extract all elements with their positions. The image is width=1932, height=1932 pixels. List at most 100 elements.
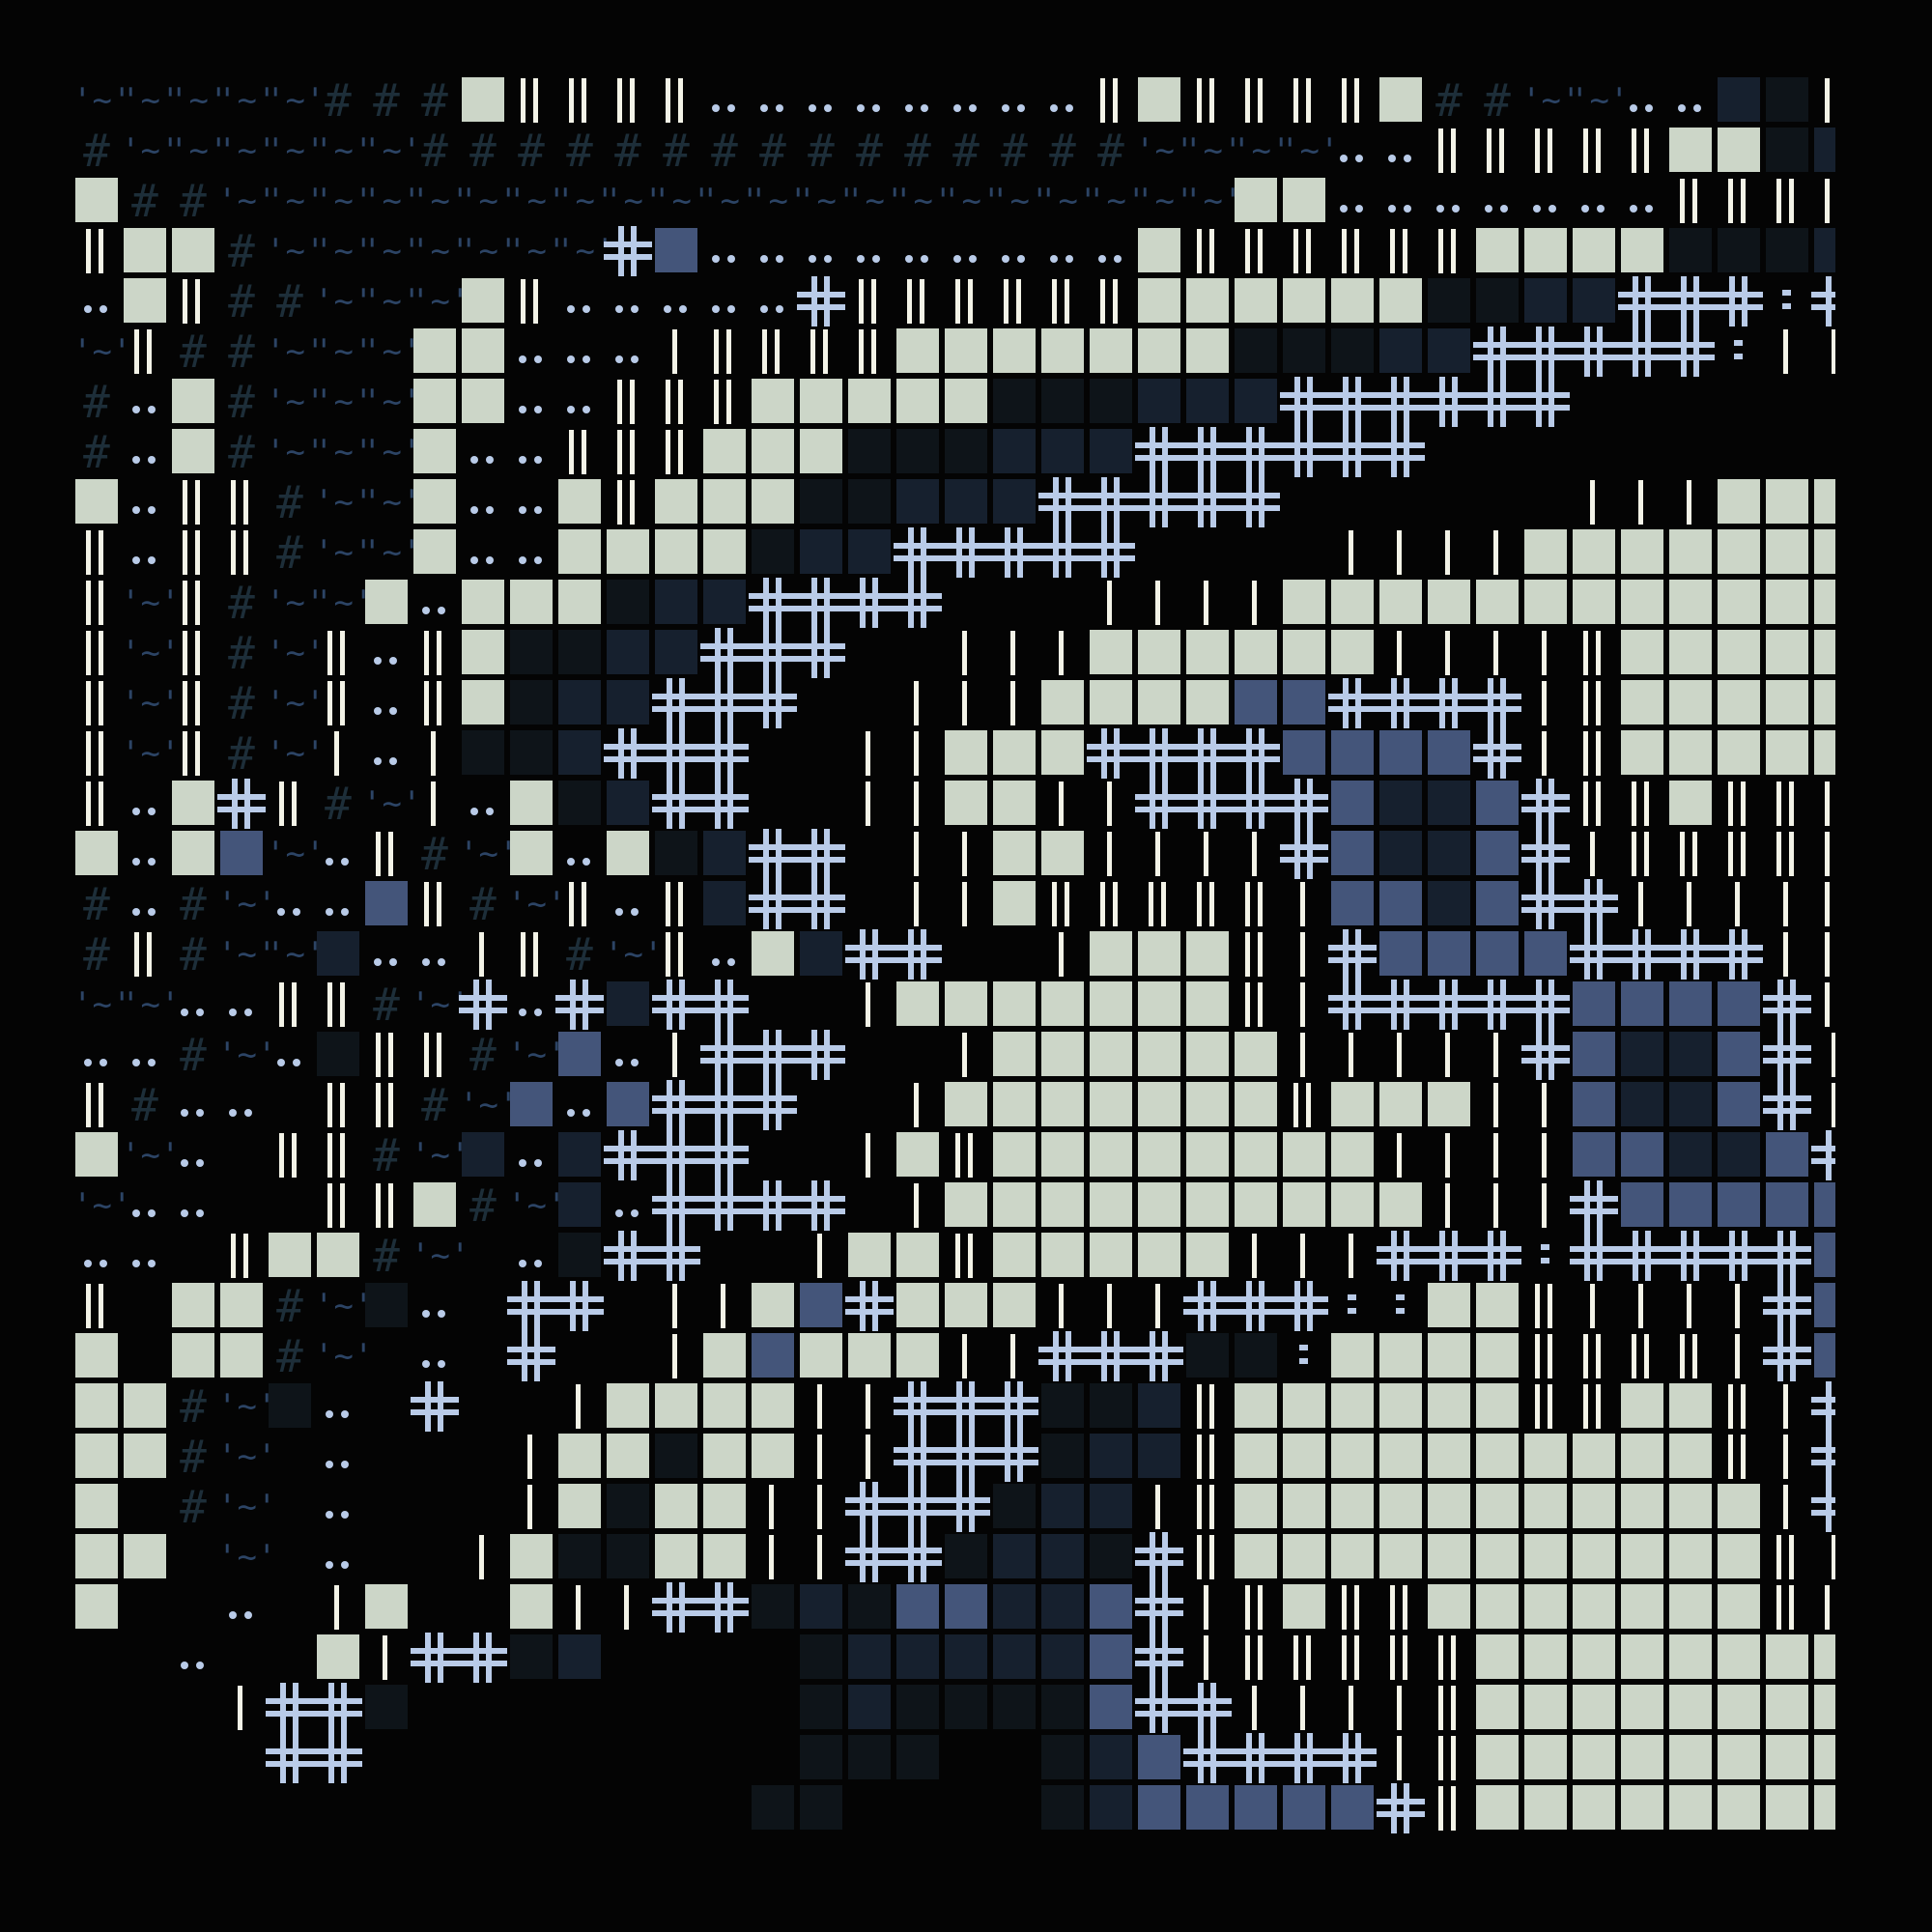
dither-low-glyph [1090, 1785, 1132, 1830]
dither-xlow-glyph [1041, 1785, 1084, 1830]
dither-xlow-glyph [1718, 228, 1760, 272]
double-bar-glyph [1521, 1331, 1570, 1381]
dither-high-glyph [703, 479, 746, 524]
ascii-cell [1377, 929, 1425, 980]
ascii-cell [700, 527, 749, 578]
ascii-row: '~' # '~' [72, 628, 1835, 678]
ascii-cell [1232, 1180, 1280, 1231]
ascii-cell [1425, 1281, 1473, 1331]
ascii-row: # # '~' '~' '~' [72, 276, 1835, 327]
ascii-row: # '~' '~' [72, 477, 1835, 527]
ascii-cell [72, 1030, 121, 1080]
ascii-cell [1521, 678, 1570, 728]
dither-low-glyph [993, 1534, 1036, 1578]
ascii-cell [1280, 1180, 1328, 1231]
single-bar-glyph [1570, 477, 1618, 527]
double-dot-glyph [1666, 75, 1715, 126]
single-bar-glyph [749, 1482, 797, 1532]
double-dot-glyph [604, 879, 652, 929]
dither-high-glyph [1476, 1584, 1519, 1629]
cross-glyph [1280, 377, 1328, 427]
ascii-cell [362, 1381, 411, 1432]
cross-glyph [1521, 1030, 1570, 1080]
ascii-cell [314, 1130, 362, 1180]
dither-high-glyph [1524, 1434, 1567, 1478]
ascii-cell [749, 327, 797, 377]
dither-high-glyph [1379, 1182, 1422, 1227]
ascii-cell [894, 1180, 942, 1231]
ascii-cell: '~' [507, 1030, 566, 1080]
double-bar-glyph [1570, 126, 1618, 176]
ascii-cell [362, 1532, 411, 1582]
dither-high-glyph [75, 1534, 118, 1578]
dither-low-glyph [1138, 1434, 1180, 1478]
ascii-cell [1087, 1030, 1135, 1080]
ascii-cell [845, 276, 894, 327]
cross-glyph [1280, 779, 1328, 829]
ascii-cell: # [459, 1030, 507, 1080]
ascii-cell [507, 578, 555, 628]
single-bar-glyph [1811, 1030, 1835, 1080]
cross-glyph [1473, 980, 1521, 1030]
ascii-cell [942, 327, 990, 377]
dither-high-glyph [1669, 781, 1712, 825]
ascii-cell [1038, 477, 1087, 527]
cross-glyph [1280, 427, 1328, 477]
ascii-cell [1232, 75, 1280, 126]
hash-glyph: # [83, 376, 110, 428]
ascii-cell [1570, 1130, 1618, 1180]
ascii-cell [1473, 427, 1521, 477]
ascii-cell [1280, 1582, 1328, 1633]
double-dot-glyph [217, 1080, 266, 1130]
ascii-cell [942, 1582, 990, 1633]
ascii-cell [459, 678, 507, 728]
dither-high-glyph [1718, 730, 1760, 775]
ascii-cell: '~' [121, 980, 180, 1030]
hash-glyph: # [228, 677, 255, 729]
double-dot-glyph [845, 75, 894, 126]
ascii-cell: # [169, 1482, 217, 1532]
ascii-cell [942, 477, 990, 527]
dither-high-glyph [462, 379, 504, 423]
ascii-cell [266, 1582, 314, 1633]
ascii-cell [1377, 879, 1425, 929]
tilde-quote-glyph: '~' [266, 935, 326, 974]
cross-glyph [1280, 1733, 1328, 1783]
ascii-cell [894, 477, 942, 527]
ascii-cell [1087, 1432, 1135, 1482]
ascii-cell [1087, 1130, 1135, 1180]
ascii-cell [314, 728, 362, 779]
ascii-cell [72, 1381, 121, 1432]
cross-glyph [1135, 427, 1183, 477]
tilde-quote-glyph: '~' [1280, 131, 1340, 170]
ascii-cell [1811, 628, 1835, 678]
hash-glyph: # [228, 727, 255, 780]
tilde-quote-glyph: '~' [314, 533, 374, 572]
single-bar-glyph [1618, 1281, 1666, 1331]
ascii-cell [1038, 879, 1087, 929]
ascii-cell [507, 829, 555, 879]
tilde-quote-glyph: '~' [72, 985, 132, 1024]
ascii-cell [1087, 578, 1135, 628]
dither-high-glyph [172, 379, 214, 423]
dither-xlow-glyph [848, 479, 891, 524]
double-dot-glyph [1473, 176, 1521, 226]
dither-high-glyph [1283, 1383, 1325, 1428]
ascii-cell [1038, 75, 1087, 126]
ascii-cell [797, 276, 845, 327]
ascii-cell [1232, 1432, 1280, 1482]
single-bar-glyph [1763, 1482, 1811, 1532]
ascii-cell: '~' [314, 1331, 373, 1381]
ascii-cell: '~' [604, 176, 663, 226]
ascii-cell: '~' [314, 276, 373, 327]
dither-high-glyph [993, 730, 1036, 775]
dither-high-glyph [1283, 178, 1325, 222]
ascii-cell [1763, 276, 1811, 327]
dither-high-glyph [413, 379, 456, 423]
dither-xlow-glyph [800, 1735, 842, 1779]
cross-glyph [942, 1381, 990, 1432]
ascii-cell [894, 1532, 942, 1582]
double-bar-glyph [217, 1231, 266, 1281]
dither-low-glyph [1718, 77, 1760, 122]
ascii-cell [459, 1432, 507, 1482]
